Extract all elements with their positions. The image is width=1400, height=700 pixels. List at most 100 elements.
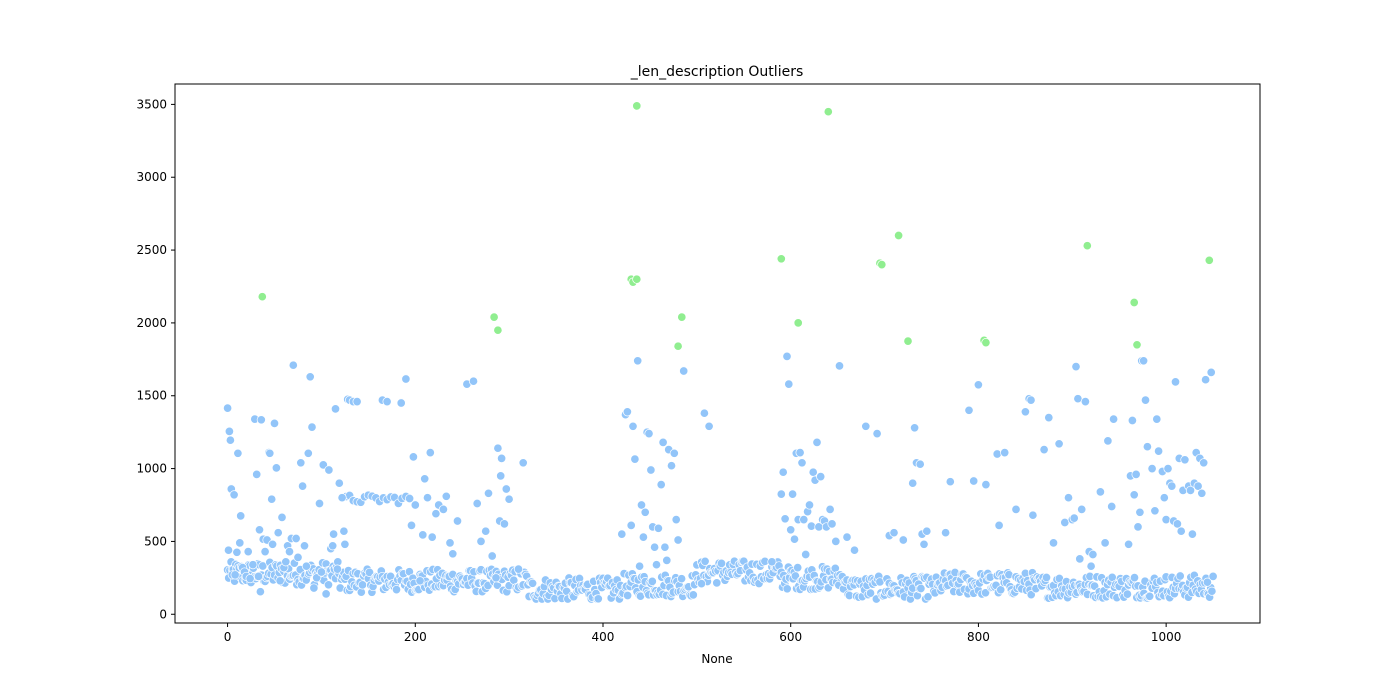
scatter-point [1176,526,1186,536]
scatter-point [501,484,511,494]
outlier-point [632,274,642,284]
scatter-point [472,498,482,509]
outlier-point [257,292,267,302]
scatter-point [623,590,633,601]
scatter-point [406,520,417,530]
y-axis: 0 500 1000 1500 2000 2500 3000 3500 [136,97,175,621]
scatter-point [788,489,798,499]
scatter-point [427,532,437,542]
scatter-point [804,500,815,510]
scatter-point [941,528,951,538]
scatter-point [518,458,528,468]
outlier-point [1132,340,1142,350]
scatter-point [650,542,660,552]
outlier-point [493,325,503,335]
scatter-point [1142,442,1152,452]
scatter-point [964,405,974,415]
scatter-point [656,480,666,490]
scatter-point [1044,413,1054,423]
outlier-point [677,312,687,322]
scatter-point [646,465,656,475]
scatter-point [418,530,428,540]
scatter-point [923,592,933,602]
scatter-point [1202,577,1212,587]
scatter-point [915,459,925,469]
scatter-point [626,520,636,530]
scatter-point [1206,367,1216,377]
scatter-point [1139,356,1149,366]
scatter-point [1060,517,1070,528]
scatter-point [309,583,319,593]
scatter-point [1075,554,1085,564]
scatter-point [1063,493,1074,503]
scatter-point [780,514,790,524]
scatter-point [448,549,458,559]
scatter-point [253,571,264,581]
scatter-point [277,512,287,522]
scatter-point [391,585,402,595]
scatter-point [408,452,418,462]
scatter-point [704,421,714,431]
scatter-point [248,560,258,570]
scatter-point [513,564,524,574]
x-tick-label: 600 [779,630,802,644]
scatter-point [337,493,347,503]
scatter-point [288,360,298,370]
scatter-point [784,379,794,389]
scatter-point [316,567,326,577]
scatter-point [232,547,242,557]
x-tick-label: 200 [404,630,427,644]
outlier-point [489,312,499,322]
scatter-point [1026,395,1036,405]
scatter-point [420,474,430,484]
scatter-point [916,583,926,594]
scatter-point [1199,458,1209,468]
y-tick-label: 500 [144,534,167,548]
scatter-point [1028,510,1038,520]
scatter-point [842,532,852,542]
scatter-point [1080,397,1090,407]
outlier-point [1129,297,1139,308]
scatter-point [1135,507,1145,517]
scatter-point [1172,519,1182,529]
outlier-point [776,254,786,264]
y-tick-label: 1000 [136,462,167,476]
scatter-point [281,557,291,567]
scatter-point [662,555,672,565]
scatter-point [256,415,266,425]
scatter-point [284,547,295,557]
scatter-point [1041,572,1052,583]
scatter-point [265,448,275,458]
scatter-point [401,374,411,384]
scatter-point [776,489,786,499]
scatter-point [669,448,679,458]
scatter-point [438,504,448,514]
scatter-point [496,471,506,481]
scatter-point [834,361,845,371]
scatter-point [981,480,991,490]
scatter-point [497,453,507,463]
scatter-point [243,547,253,557]
scatter-point [452,516,463,526]
scatter-point [1020,407,1030,417]
scatter-point [1077,504,1087,514]
scatter-point [1175,571,1185,581]
scatter-point [635,561,645,571]
scatter-point [945,477,955,487]
scatter-point [666,461,677,471]
scatter-point [382,397,392,407]
scatter-point [1207,586,1217,596]
scatter-point [1140,395,1151,405]
scatter-point [1197,488,1207,498]
scatter-point [255,587,265,597]
scatter-point [973,380,983,390]
scatter-point [980,588,991,598]
scatter-point [825,504,835,514]
scatter-point [254,525,265,535]
scatter-point [1129,573,1140,583]
scatter-point [1131,469,1141,479]
scatter-point [679,366,689,376]
scatter-point [1122,589,1132,599]
scatter-point [1208,571,1218,581]
